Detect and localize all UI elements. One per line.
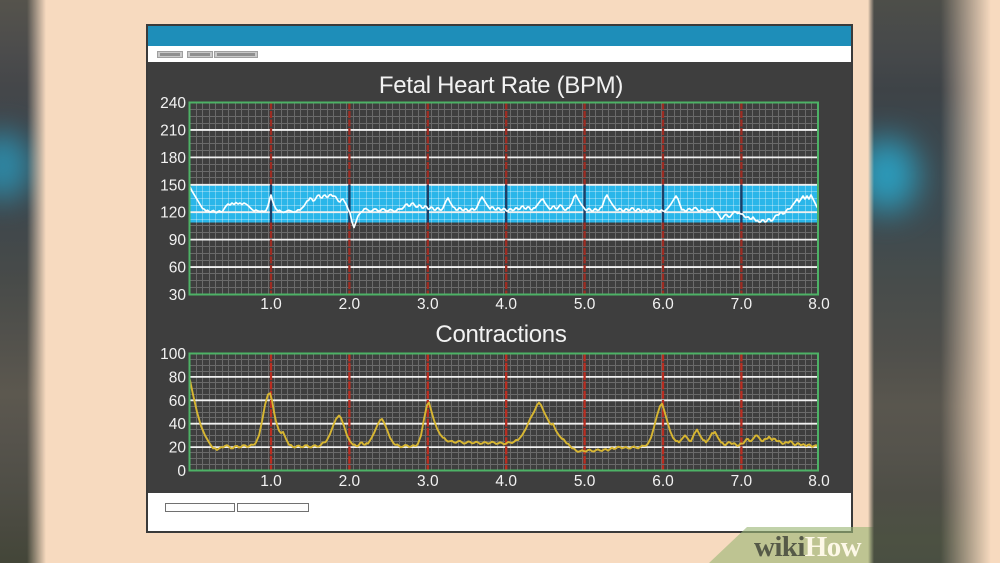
- svg-text:150: 150: [160, 177, 186, 194]
- svg-text:8.0: 8.0: [808, 296, 830, 313]
- svg-text:7.0: 7.0: [731, 473, 753, 490]
- svg-text:40: 40: [169, 416, 187, 433]
- svg-text:4.0: 4.0: [495, 473, 517, 490]
- svg-text:5.0: 5.0: [574, 296, 596, 313]
- svg-text:180: 180: [160, 150, 186, 167]
- svg-text:1.0: 1.0: [260, 296, 282, 313]
- svg-text:30: 30: [169, 287, 187, 304]
- svg-text:2.0: 2.0: [339, 473, 361, 490]
- svg-text:60: 60: [169, 393, 187, 410]
- svg-text:100: 100: [160, 346, 186, 363]
- svg-text:20: 20: [169, 440, 187, 457]
- svg-text:60: 60: [169, 260, 187, 277]
- svg-text:3.0: 3.0: [417, 296, 439, 313]
- svg-text:3.0: 3.0: [417, 473, 439, 490]
- svg-text:90: 90: [169, 232, 187, 249]
- svg-text:wikiHow: wikiHow: [754, 531, 862, 563]
- svg-text:80: 80: [169, 369, 187, 386]
- svg-text:1.0: 1.0: [260, 473, 282, 490]
- svg-text:6.0: 6.0: [652, 473, 674, 490]
- svg-text:240: 240: [160, 95, 186, 112]
- svg-text:4.0: 4.0: [495, 296, 517, 313]
- svg-text:5.0: 5.0: [574, 473, 596, 490]
- svg-text:6.0: 6.0: [652, 296, 674, 313]
- svg-text:7.0: 7.0: [731, 296, 753, 313]
- svg-text:0: 0: [177, 463, 186, 480]
- svg-text:120: 120: [160, 205, 186, 222]
- svg-text:210: 210: [160, 122, 186, 139]
- svg-text:Fetal Heart Rate (BPM): Fetal Heart Rate (BPM): [379, 72, 623, 99]
- svg-text:8.0: 8.0: [808, 473, 830, 490]
- svg-text:Contractions: Contractions: [435, 321, 566, 348]
- svg-text:2.0: 2.0: [339, 296, 361, 313]
